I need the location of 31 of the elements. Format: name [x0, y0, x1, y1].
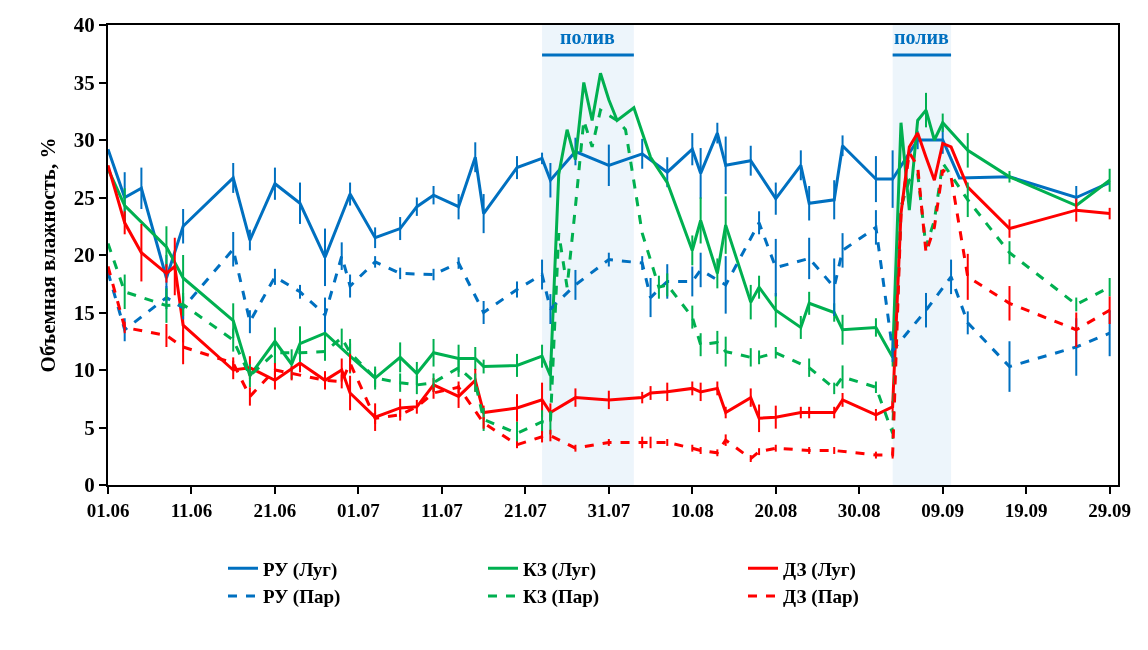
x-tick-label: 20.08 — [754, 499, 798, 521]
legend-label: ДЗ (Пар) — [783, 586, 859, 609]
legend-label: ДЗ (Луг) — [783, 558, 856, 581]
y-tick-label: 40 — [73, 13, 95, 38]
y-tick-label: 15 — [73, 300, 95, 325]
y-tick-label: 30 — [73, 128, 95, 153]
legend-label: РУ (Луг) — [263, 558, 338, 581]
y-tick-label: 20 — [73, 243, 95, 268]
x-tick-label: 30.08 — [837, 499, 881, 521]
x-tick-label: 31.07 — [587, 499, 631, 521]
x-tick-label: 29.09 — [1088, 499, 1132, 521]
x-tick-label: 21.06 — [253, 499, 297, 521]
legend-label: РУ (Пар) — [263, 586, 341, 609]
legend-label: КЗ (Пар) — [523, 586, 600, 609]
x-tick-label: 01.07 — [337, 499, 381, 521]
y-tick-label: 5 — [84, 415, 95, 440]
y-tick-label: 0 — [84, 473, 95, 498]
x-tick-label: 11.07 — [421, 499, 464, 521]
band-label: полив — [560, 26, 615, 48]
y-axis-title: Объемная влажность, % — [36, 137, 61, 373]
x-tick-label: 21.07 — [503, 499, 548, 521]
x-tick-label: 19.09 — [1004, 499, 1048, 521]
x-tick-label: 09.09 — [921, 499, 965, 521]
x-tick-label: 11.06 — [170, 499, 213, 521]
y-tick-label: 25 — [73, 185, 95, 210]
band-label: полив — [894, 26, 949, 48]
legend-label: КЗ (Луг) — [523, 558, 597, 581]
x-tick-label: 10.08 — [670, 499, 714, 521]
y-tick-label: 35 — [73, 70, 95, 95]
x-tick-label: 01.06 — [86, 499, 130, 521]
y-tick-label: 10 — [73, 358, 95, 383]
